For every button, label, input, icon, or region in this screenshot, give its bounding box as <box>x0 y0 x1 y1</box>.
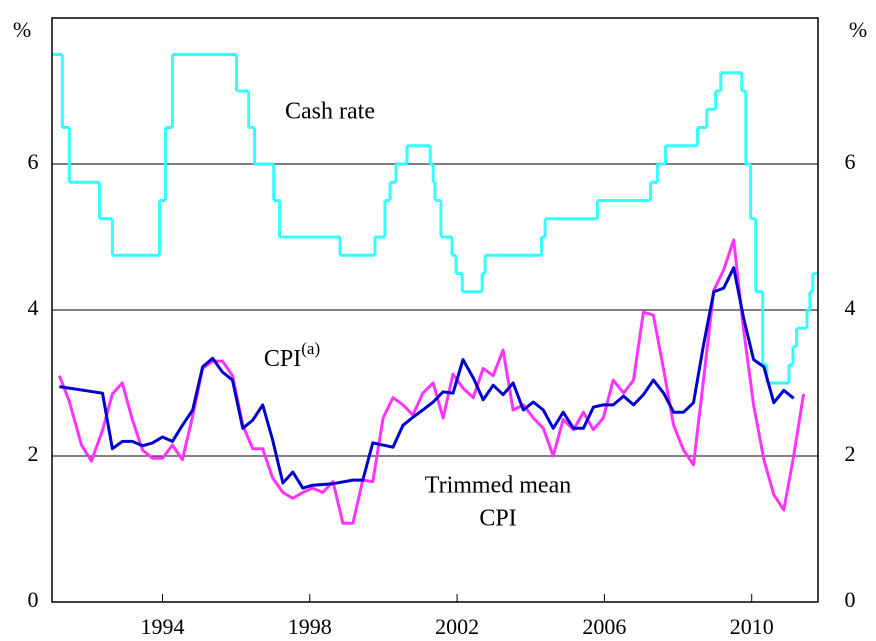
y-tick-label: 4 <box>28 295 39 320</box>
y2-tick-label: 4 <box>845 295 856 320</box>
annotation-line2: CPI <box>479 506 516 532</box>
annotation-text: CPI <box>264 346 301 372</box>
y2-tick-label: 6 <box>845 149 856 174</box>
x-tick-label: 2002 <box>435 614 479 639</box>
annotation-superscript: (a) <box>301 339 320 358</box>
annotation: Cash rate <box>285 99 375 125</box>
y2-tick-label: 0 <box>845 587 856 612</box>
plot-frame <box>51 17 819 603</box>
y-unit-right: % <box>849 17 867 42</box>
y-tick-label: 2 <box>28 441 39 466</box>
annotation: CPI(a) <box>264 339 320 372</box>
x-tick-label: 1998 <box>288 614 332 639</box>
series-line <box>58 238 806 525</box>
series-line <box>59 266 795 490</box>
annotation: Trimmed mean <box>425 473 571 499</box>
y-unit-left: % <box>13 17 31 42</box>
x-tick-label: 2006 <box>582 614 626 639</box>
x-tick-label: 2010 <box>730 614 774 639</box>
y-tick-label: 6 <box>28 149 39 174</box>
y2-tick-label: 2 <box>845 441 856 466</box>
x-tick-label: 1994 <box>140 614 184 639</box>
y-tick-label: 0 <box>28 587 39 612</box>
